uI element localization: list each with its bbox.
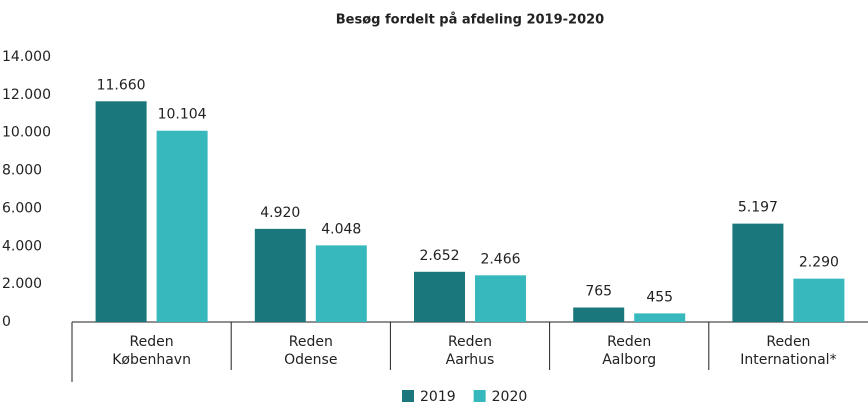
legend-swatch <box>473 390 486 402</box>
data-label: 10.104 <box>158 107 207 123</box>
x-tick-label: Odense <box>284 352 337 368</box>
x-tick-label: Reden <box>766 334 810 350</box>
data-label: 4.920 <box>260 205 300 221</box>
x-tick-label: Reden <box>130 334 174 350</box>
y-tick-label: 8.000 <box>2 163 42 179</box>
x-tick-label: Reden <box>607 334 651 350</box>
bar <box>156 130 208 322</box>
y-tick-label: 14.000 <box>2 49 51 65</box>
legend-label: 2020 <box>492 389 528 405</box>
y-tick-label: 0 <box>2 314 11 330</box>
data-label: 2.290 <box>799 255 839 271</box>
bar <box>315 245 367 322</box>
bar <box>793 278 845 322</box>
bar <box>634 313 686 322</box>
x-tick-label: København <box>112 352 191 368</box>
y-tick-label: 10.000 <box>2 125 51 141</box>
y-tick-label: 2.000 <box>2 276 42 292</box>
y-tick-label: 4.000 <box>2 238 42 254</box>
data-label: 4.048 <box>321 221 361 237</box>
y-tick-label: 6.000 <box>2 200 42 216</box>
data-label: 765 <box>585 284 612 300</box>
chart-title: Besøg fordelt på afdeling 2019-2020 <box>336 13 604 28</box>
x-tick-label: Reden <box>448 334 492 350</box>
legend-swatch <box>402 390 414 402</box>
data-label: 455 <box>646 289 673 305</box>
x-tick-label: International* <box>740 352 836 368</box>
data-label: 2.652 <box>419 248 459 264</box>
legend-label: 2019 <box>420 389 456 405</box>
bar <box>475 275 526 322</box>
bar <box>414 271 465 322</box>
data-label: 11.660 <box>97 77 146 93</box>
x-tick-label: Aalborg <box>602 352 656 368</box>
bar <box>573 307 625 322</box>
x-tick-label: Aarhus <box>446 352 495 368</box>
y-tick-label: 12.000 <box>2 87 51 103</box>
data-label: 5.197 <box>738 200 778 216</box>
bar <box>732 223 784 322</box>
data-label: 2.466 <box>480 251 520 267</box>
bar <box>95 101 147 323</box>
x-tick-label: Reden <box>289 334 333 350</box>
bar <box>254 228 306 322</box>
